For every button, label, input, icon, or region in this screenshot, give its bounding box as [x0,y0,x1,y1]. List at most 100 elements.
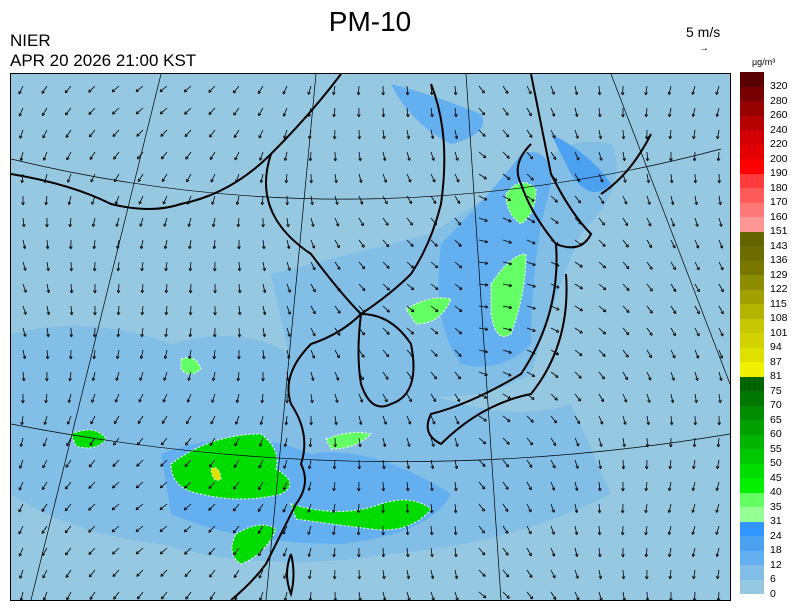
wind-arrow [232,503,240,512]
wind-arrow [382,195,388,205]
wind-arrow [718,371,723,381]
wind-arrow [550,459,556,469]
wind-arrow [669,415,674,426]
wind-arrow [621,547,625,558]
wind-arrow [92,349,96,360]
wind-arrow [454,415,460,425]
wind-arrow [261,371,265,382]
wind-arrow [716,569,720,580]
wind-arrow [332,569,337,580]
wind-arrow [65,129,72,138]
wind-arrow [286,327,291,337]
wind-arrow [45,217,49,228]
wind-arrow [526,327,536,332]
wind-arrow [668,129,673,140]
wind-arrow [406,569,411,580]
wind-arrow [430,393,437,402]
wind-arrow [502,151,510,159]
wind-arrow [718,217,723,227]
wind-arrow [41,547,48,557]
wind-arrow [136,129,144,137]
legend-swatch [740,536,764,551]
wind-arrow [454,305,463,313]
wind-arrow [382,371,389,380]
wind-arrow [140,283,145,294]
wind-arrow [622,173,627,183]
legend-label: 280 [770,94,788,107]
wind-arrow [334,173,338,184]
wind-arrow [257,503,264,512]
wind-arrow [41,85,48,94]
wind-arrow [237,349,241,360]
wind-arrow [454,547,458,558]
wind-arrow [116,305,121,316]
wind-arrow [621,481,625,492]
wind-arrow [140,261,144,272]
wind-arrow [41,107,48,117]
wind-arrow [454,481,458,492]
wind-arrow [286,349,291,360]
wind-arrow [381,85,385,96]
wind-arrow [358,437,362,448]
wind-arrow [478,283,489,287]
wind-arrow [526,261,536,266]
wind-arrow [41,503,48,512]
wind-arrow [478,415,487,422]
wind-arrow [694,195,698,206]
wind-arrow [46,283,51,294]
legend-label: 75 [770,384,782,397]
wind-arrow [430,129,435,140]
wind-arrow [310,327,316,337]
wind-arrow [597,85,602,96]
legend-swatch [740,434,764,449]
wind-arrow [574,173,581,183]
wind-arrow [208,107,216,116]
wind-arrow [88,503,96,511]
wind-arrow [356,85,361,96]
wind-arrow [502,437,510,445]
wind-arrow [622,283,630,291]
wind-arrow [257,525,264,534]
wind-arrow [139,349,144,360]
wind-arrow [574,107,579,117]
wind-arrow [68,217,72,228]
legend-label: 31 [770,515,782,527]
wind-arrow [332,85,336,96]
wind-arrow [112,569,120,578]
wind-arrow [234,591,240,601]
wind-arrow [88,459,96,468]
wind-arrow [307,525,312,535]
wind-arrow [454,151,459,161]
legend-swatch [740,289,764,304]
legend-swatch [740,159,764,174]
wind-arrow [64,525,72,534]
wind-arrow [598,569,603,580]
wind-arrow [478,437,487,445]
wind-arrow [669,437,673,448]
wind-arrow [526,459,533,468]
wind-arrow [574,569,579,579]
wind-arrow [406,107,410,118]
wind-arrow [66,173,72,183]
wind-arrow [310,371,315,381]
wind-arrow [113,437,120,446]
wind-arrow [140,305,145,316]
legend-swatch [740,115,764,130]
wind-arrow [183,503,192,511]
wind-arrow [42,129,48,139]
legend-label: 45 [770,471,782,484]
wind-arrow [454,195,461,204]
wind-arrow [307,503,312,513]
wind-arrow [430,459,435,470]
wind-arrow [237,283,242,294]
wind-arrow [694,261,700,271]
wind-arrow [694,327,700,337]
wind-arrow [69,327,74,338]
wind-arrow [574,371,582,379]
wind-arrow [233,107,240,116]
legend-label: 70 [770,399,782,411]
wind-arrow [262,283,267,294]
wind-arrow [115,371,120,381]
wind-arrow [185,591,192,600]
wind-arrow [644,503,648,514]
